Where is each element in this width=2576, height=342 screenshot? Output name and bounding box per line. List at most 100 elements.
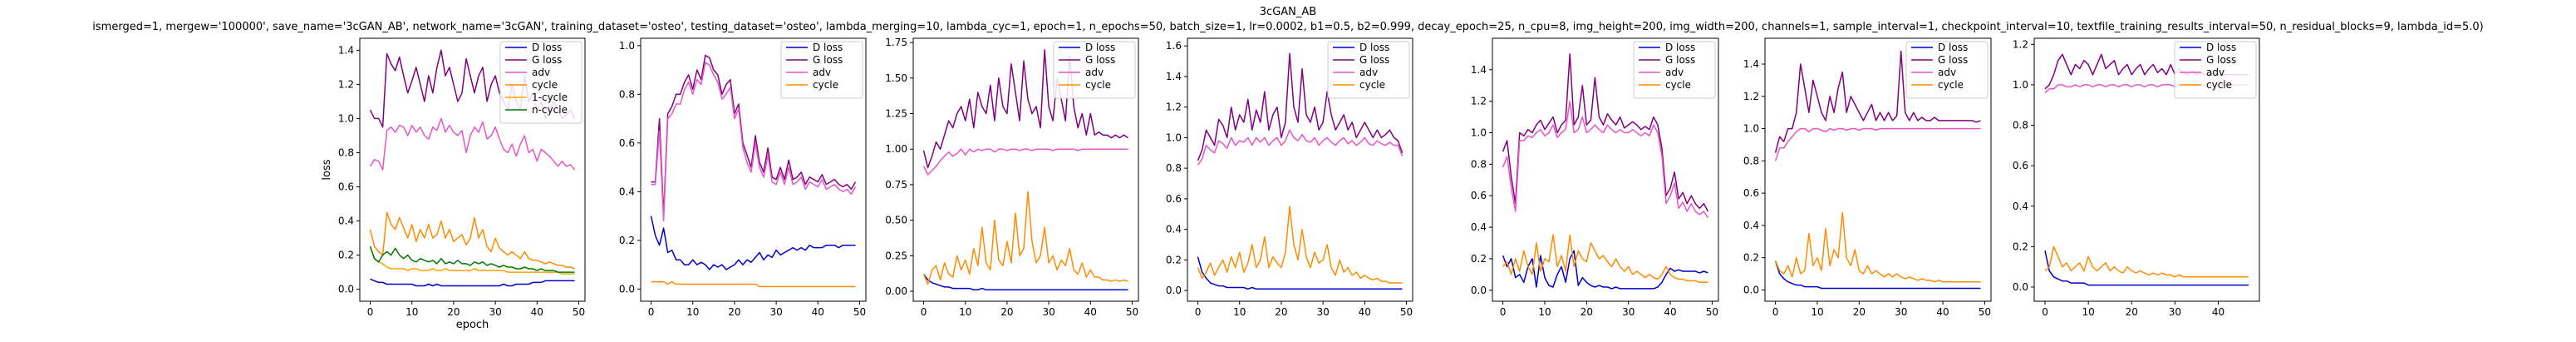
y-tick-label: 0.0 bbox=[338, 284, 354, 295]
series-line-d-loss bbox=[1197, 256, 1403, 290]
figure-subtitle: ismerged=1, mergew='100000', save_name='… bbox=[92, 21, 2483, 33]
axes-frame bbox=[1764, 37, 1992, 302]
axes-frame bbox=[1492, 37, 1719, 302]
legend-entry: n-cycle bbox=[532, 104, 568, 116]
y-tick-label: 0.8 bbox=[1743, 155, 1759, 166]
series-line-adv bbox=[1502, 100, 1709, 219]
series-line-1-cycle bbox=[369, 246, 575, 275]
y-tick-label: 0.4 bbox=[619, 186, 635, 197]
legend-entry: D loss bbox=[813, 42, 843, 53]
series-line-cycle bbox=[651, 280, 856, 288]
x-tick-label: 40 bbox=[1359, 306, 1371, 318]
series-line-d-loss bbox=[650, 216, 856, 270]
x-tick-label: 10 bbox=[959, 306, 971, 318]
series-line-g-loss bbox=[651, 54, 857, 217]
x-tick-label: 0 bbox=[1500, 306, 1507, 318]
series-line-g-loss bbox=[1774, 50, 1981, 153]
legend-entry: G loss bbox=[1665, 54, 1695, 66]
legend-entry: G loss bbox=[2206, 54, 2236, 66]
series-line-g-loss bbox=[1502, 53, 1709, 212]
axes-frame bbox=[359, 37, 586, 302]
legend-entry: cycle bbox=[532, 79, 558, 91]
y-tick-label: 0.8 bbox=[1166, 162, 1182, 174]
y-tick-label: 1.0 bbox=[338, 112, 354, 124]
legend-entry: cycle bbox=[1665, 79, 1691, 91]
x-tick-label: 30 bbox=[1895, 306, 1907, 318]
x-tick-label: 50 bbox=[573, 306, 585, 318]
y-tick-label: 0.8 bbox=[2013, 120, 2028, 131]
subplot-5: 0 10 20 30 40 50 0.0 0.2 0.4 0.6 0.8 1.0 1.2 1.4 D los… bbox=[1471, 37, 1719, 318]
y-tick-label: 0.6 bbox=[619, 137, 635, 149]
legend-entry: D loss bbox=[1085, 42, 1115, 53]
x-axis-label: epoch bbox=[456, 319, 489, 331]
x-tick-label: 20 bbox=[1853, 306, 1866, 318]
x-tick-label: 0 bbox=[1772, 306, 1779, 318]
x-tick-label: 10 bbox=[1811, 306, 1823, 318]
legend-entry: adv bbox=[1085, 67, 1104, 78]
y-tick-label: 1.2 bbox=[1471, 96, 1487, 107]
x-tick-label: 20 bbox=[1581, 306, 1593, 318]
y-tick-label: 0.4 bbox=[2013, 201, 2028, 212]
y-tick-label: 0.8 bbox=[1471, 158, 1487, 170]
legend-entry: cycle bbox=[1359, 79, 1385, 91]
x-tick-label: 40 bbox=[812, 306, 824, 318]
series-line-cycle bbox=[369, 211, 575, 270]
y-tick-label: 0.2 bbox=[2013, 240, 2028, 252]
figure-title: 3cGAN_AB bbox=[1260, 6, 1316, 18]
series-line-cycle bbox=[1774, 211, 1981, 283]
y-tick-label: 1.75 bbox=[885, 37, 907, 48]
x-tick-label: 20 bbox=[1275, 306, 1287, 318]
legend-box bbox=[780, 41, 863, 99]
y-tick-label: 1.6 bbox=[1166, 40, 1182, 52]
axes-frame bbox=[640, 37, 867, 302]
legend-entry: D loss bbox=[532, 42, 562, 53]
y-tick-label: 0.00 bbox=[885, 285, 907, 297]
legend-entry: G loss bbox=[532, 54, 562, 66]
y-tick-label: 0.6 bbox=[338, 181, 354, 193]
legend-entry: D loss bbox=[1665, 42, 1695, 53]
y-tick-label: 0.4 bbox=[338, 216, 354, 227]
x-tick-label: 20 bbox=[1000, 306, 1013, 318]
y-tick-label: 0.0 bbox=[1471, 285, 1487, 296]
legend-entry: 1-cycle bbox=[532, 92, 568, 103]
y-tick-label: 0.0 bbox=[1166, 285, 1182, 296]
series-line-d-loss bbox=[1774, 260, 1981, 290]
y-tick-label: 1.2 bbox=[338, 78, 354, 90]
x-tick-label: 0 bbox=[1195, 306, 1202, 318]
x-tick-label: 0 bbox=[367, 306, 374, 318]
series-line-cycle bbox=[1197, 206, 1403, 284]
x-tick-label: 10 bbox=[2082, 306, 2095, 318]
series-line-adv bbox=[922, 148, 1128, 176]
x-tick-label: 10 bbox=[1233, 306, 1246, 318]
y-tick-label: 1.00 bbox=[885, 143, 907, 155]
axes-frame bbox=[912, 37, 1139, 302]
y-tick-label: 0.2 bbox=[1471, 253, 1487, 265]
y-tick-label: 0.6 bbox=[1471, 190, 1487, 201]
legend-entry: D loss bbox=[1938, 42, 1968, 53]
x-tick-label: 30 bbox=[1042, 306, 1054, 318]
legend-entry: cycle bbox=[1938, 79, 1964, 91]
series-line-d-loss bbox=[1502, 250, 1708, 290]
x-tick-label: 40 bbox=[2212, 306, 2225, 318]
legend-entry: adv bbox=[1359, 67, 1378, 78]
series-line-cycle bbox=[922, 191, 1128, 285]
x-tick-label: 50 bbox=[1706, 306, 1718, 318]
subplot-1: 0 10 20 30 40 50 0.0 0.2 0.4 0.6 0.8 1.0 1.2 1.4 epoch… bbox=[321, 37, 586, 331]
y-tick-label: 0.8 bbox=[619, 88, 635, 100]
x-tick-label: 20 bbox=[447, 306, 460, 318]
x-tick-label: 40 bbox=[1936, 306, 1949, 318]
y-tick-label: 0.6 bbox=[2013, 160, 2028, 171]
series-line-d-loss bbox=[370, 278, 575, 287]
y-tick-label: 0.50 bbox=[885, 215, 907, 226]
y-tick-label: 1.4 bbox=[1166, 71, 1182, 82]
legend-box bbox=[1905, 41, 1989, 99]
series-line-adv bbox=[1774, 127, 1981, 161]
y-tick-label: 1.2 bbox=[2013, 38, 2028, 50]
x-tick-label: 40 bbox=[531, 306, 543, 318]
x-tick-label: 30 bbox=[2169, 306, 2181, 318]
legend-entry: G loss bbox=[1938, 54, 1968, 66]
x-tick-label: 10 bbox=[406, 306, 418, 318]
